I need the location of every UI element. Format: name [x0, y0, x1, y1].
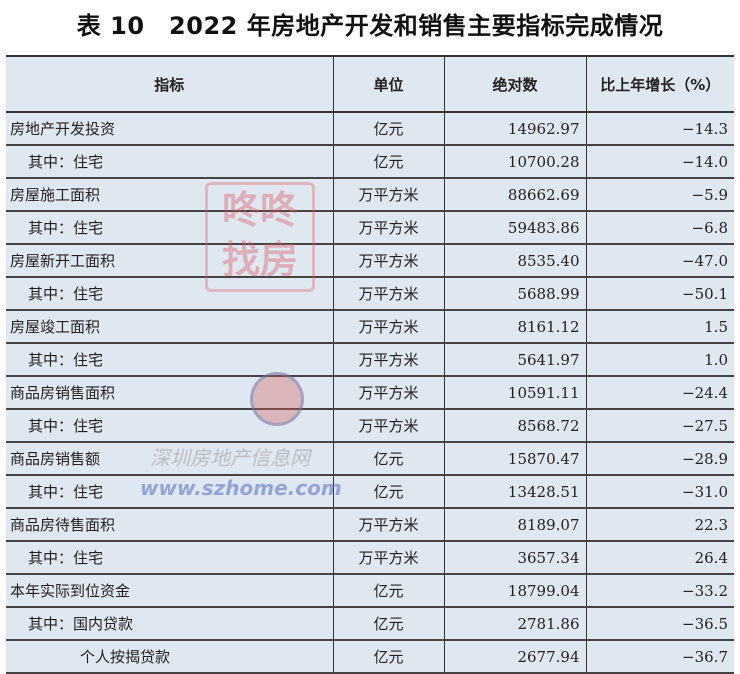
unit-cell: 亿元	[332, 640, 444, 674]
value-cell: 14962.97	[443, 112, 586, 146]
indicator-cell: 本年实际到位资金	[6, 574, 333, 608]
growth-cell: 1.0	[585, 343, 734, 377]
table-header-row: 指标 单位 绝对数 比上年增长（%）	[6, 55, 734, 113]
value-cell: 8189.07	[443, 508, 586, 542]
unit-cell: 万平方米	[332, 277, 444, 311]
growth-cell: −24.4	[585, 376, 734, 410]
value-cell: 15870.47	[443, 442, 586, 476]
growth-cell: −47.0	[585, 244, 734, 278]
indicator-cell: 其中：住宅	[6, 409, 333, 443]
value-cell: 5688.99	[443, 277, 586, 311]
value-cell: 8161.12	[443, 310, 586, 344]
unit-cell: 万平方米	[332, 178, 444, 212]
indicator-cell: 其中：住宅	[6, 277, 333, 311]
indicator-cell: 其中：住宅	[6, 211, 333, 245]
growth-cell: −5.9	[585, 178, 734, 212]
growth-cell: −28.9	[585, 442, 734, 476]
growth-cell: 26.4	[585, 541, 734, 575]
unit-cell: 亿元	[332, 607, 444, 641]
value-cell: 18799.04	[443, 574, 586, 608]
table-row: 商品房待售面积 万平方米 8189.07 22.3	[6, 508, 734, 542]
unit-cell: 万平方米	[332, 310, 444, 344]
header-value: 绝对数	[443, 55, 586, 113]
growth-cell: 1.5	[585, 310, 734, 344]
unit-cell: 亿元	[332, 145, 444, 179]
unit-cell: 万平方米	[332, 343, 444, 377]
table-row: 本年实际到位资金 亿元 18799.04 −33.2	[6, 574, 734, 608]
unit-cell: 亿元	[332, 442, 444, 476]
growth-cell: −33.2	[585, 574, 734, 608]
value-cell: 2677.94	[443, 640, 586, 674]
table-title: 表 10 2022 年房地产开发和销售主要指标完成情况	[76, 12, 664, 40]
table-row: 商品房销售面积 万平方米 10591.11 −24.4	[6, 376, 734, 410]
unit-cell: 亿元	[332, 574, 444, 608]
growth-cell: −14.0	[585, 145, 734, 179]
table-row: 其中：住宅 亿元 10700.28 −14.0	[6, 145, 734, 179]
indicator-cell: 房屋新开工面积	[6, 244, 333, 278]
growth-cell: −36.5	[585, 607, 734, 641]
value-cell: 2781.86	[443, 607, 586, 641]
value-cell: 3657.34	[443, 541, 586, 575]
indicator-cell: 个人按揭贷款	[6, 640, 333, 674]
unit-cell: 万平方米	[332, 409, 444, 443]
growth-cell: −31.0	[585, 475, 734, 509]
table-row: 房地产开发投资 亿元 14962.97 −14.3	[6, 112, 734, 146]
table-row: 其中：住宅 万平方米 3657.34 26.4	[6, 541, 734, 575]
growth-cell: −6.8	[585, 211, 734, 245]
indicators-table: 指标 单位 绝对数 比上年增长（%） 房地产开发投资 亿元 14962.97 −14.…	[6, 55, 734, 674]
table-row: 其中：国内贷款 亿元 2781.86 −36.5	[6, 607, 734, 641]
indicator-cell: 商品房待售面积	[6, 508, 333, 542]
unit-cell: 万平方米	[332, 244, 444, 278]
table-row: 商品房销售额 亿元 15870.47 −28.9	[6, 442, 734, 476]
growth-cell: 22.3	[585, 508, 734, 542]
growth-cell: −14.3	[585, 112, 734, 146]
indicator-cell: 其中：住宅	[6, 343, 333, 377]
table-row: 个人按揭贷款 亿元 2677.94 −36.7	[6, 640, 734, 674]
value-cell: 8535.40	[443, 244, 586, 278]
value-cell: 88662.69	[443, 178, 586, 212]
indicator-cell: 房屋竣工面积	[6, 310, 333, 344]
unit-cell: 万平方米	[332, 376, 444, 410]
table-row: 其中：住宅 万平方米 5688.99 −50.1	[6, 277, 734, 311]
indicator-cell: 其中：住宅	[6, 145, 333, 179]
table-row: 其中：住宅 万平方米 5641.97 1.0	[6, 343, 734, 377]
header-growth: 比上年增长（%）	[585, 55, 734, 113]
unit-cell: 亿元	[332, 475, 444, 509]
growth-cell: −27.5	[585, 409, 734, 443]
indicator-cell: 商品房销售面积	[6, 376, 333, 410]
header-unit: 单位	[332, 55, 444, 113]
indicator-cell: 房地产开发投资	[6, 112, 333, 146]
indicator-cell: 其中：国内贷款	[6, 607, 333, 641]
table-row: 房屋施工面积 万平方米 88662.69 −5.9	[6, 178, 734, 212]
indicator-cell: 其中：住宅	[6, 475, 333, 509]
table-row: 其中：住宅 万平方米 59483.86 −6.8	[6, 211, 734, 245]
growth-cell: −50.1	[585, 277, 734, 311]
indicator-cell: 房屋施工面积	[6, 178, 333, 212]
indicator-cell: 其中：住宅	[6, 541, 333, 575]
value-cell: 10700.28	[443, 145, 586, 179]
table-row: 房屋新开工面积 万平方米 8535.40 −47.0	[6, 244, 734, 278]
value-cell: 13428.51	[443, 475, 586, 509]
value-cell: 59483.86	[443, 211, 586, 245]
value-cell: 10591.11	[443, 376, 586, 410]
growth-cell: −36.7	[585, 640, 734, 674]
value-cell: 5641.97	[443, 343, 586, 377]
unit-cell: 亿元	[332, 112, 444, 146]
indicator-cell: 商品房销售额	[6, 442, 333, 476]
value-cell: 8568.72	[443, 409, 586, 443]
table-row: 其中：住宅 亿元 13428.51 −31.0	[6, 475, 734, 509]
unit-cell: 万平方米	[332, 508, 444, 542]
header-indicator: 指标	[6, 55, 333, 113]
unit-cell: 万平方米	[332, 211, 444, 245]
table-row: 其中：住宅 万平方米 8568.72 −27.5	[6, 409, 734, 443]
table-row: 房屋竣工面积 万平方米 8161.12 1.5	[6, 310, 734, 344]
unit-cell: 万平方米	[332, 541, 444, 575]
